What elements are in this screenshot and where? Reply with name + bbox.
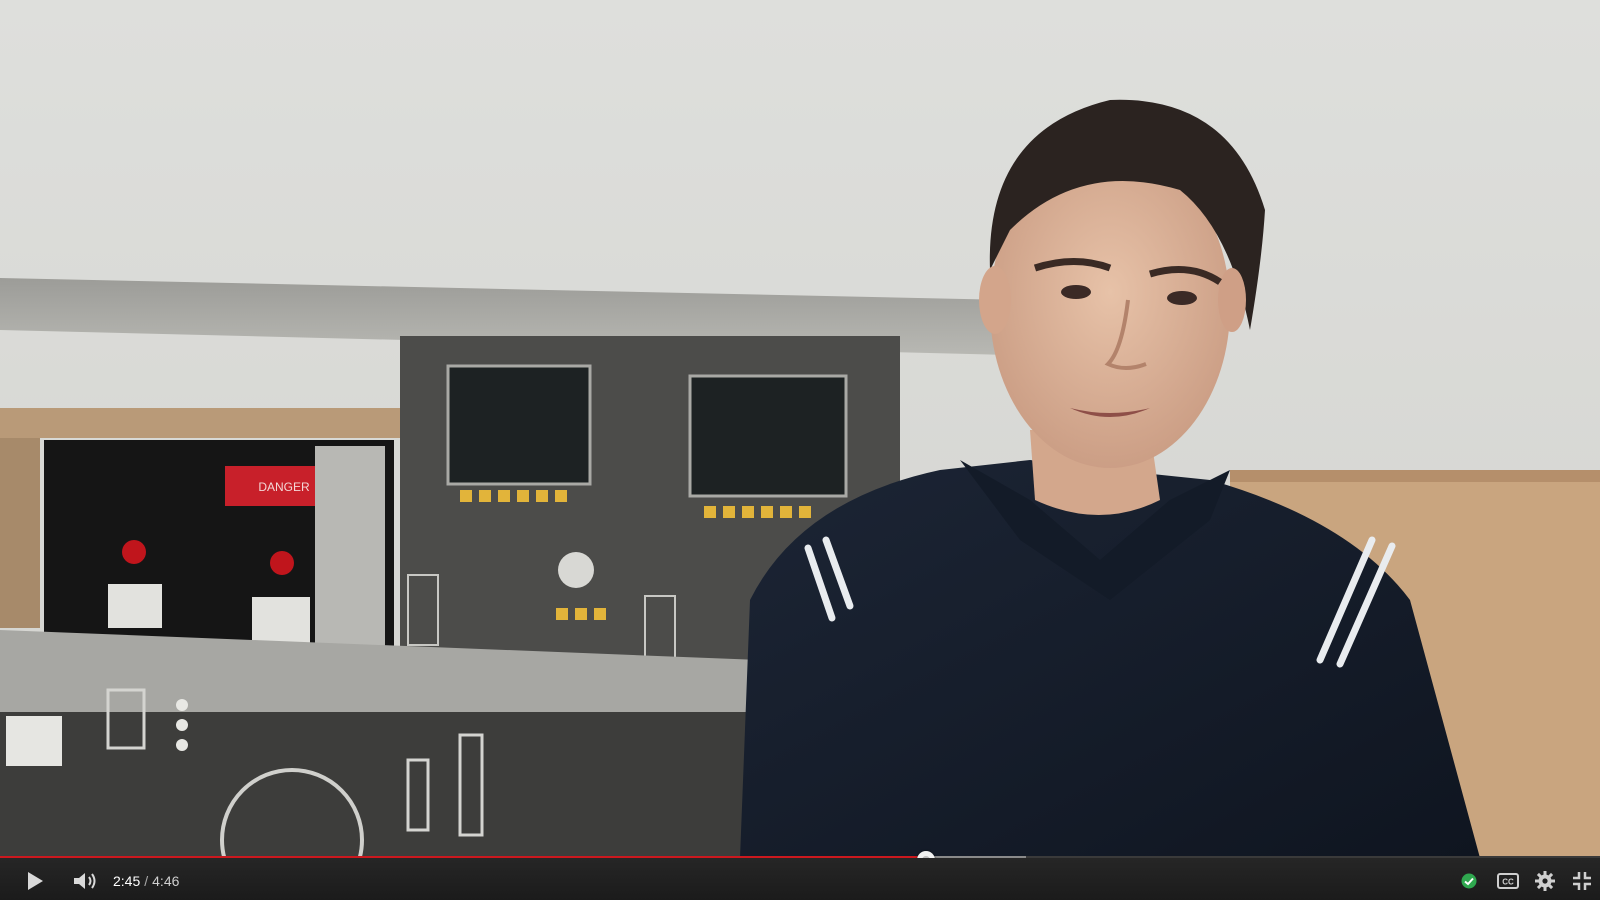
captions-button[interactable]: CC bbox=[1492, 866, 1524, 896]
svg-text:CC: CC bbox=[1502, 878, 1514, 887]
volume-icon bbox=[74, 873, 96, 889]
closed-captions-icon: CC bbox=[1497, 873, 1519, 889]
video-frame[interactable]: DANGER bbox=[0, 0, 1600, 858]
volume-button[interactable] bbox=[70, 866, 102, 896]
exit-fullscreen-icon bbox=[1573, 872, 1591, 890]
danger-label-text: DANGER bbox=[258, 480, 310, 494]
time-display: 2:45 / 4:46 bbox=[113, 866, 179, 896]
status-indicator[interactable] bbox=[1456, 866, 1482, 896]
play-icon bbox=[28, 872, 43, 890]
time-separator: / bbox=[144, 873, 149, 889]
gear-icon bbox=[1535, 871, 1555, 891]
duration: 4:46 bbox=[152, 873, 180, 889]
player-controls bbox=[0, 858, 1600, 900]
video-scene: DANGER bbox=[0, 0, 1600, 858]
current-time: 2:45 bbox=[113, 873, 141, 889]
settings-button[interactable] bbox=[1530, 866, 1560, 896]
exit-fullscreen-button[interactable] bbox=[1568, 866, 1596, 896]
checkmark-icon bbox=[1461, 873, 1477, 889]
play-button[interactable] bbox=[20, 866, 50, 896]
